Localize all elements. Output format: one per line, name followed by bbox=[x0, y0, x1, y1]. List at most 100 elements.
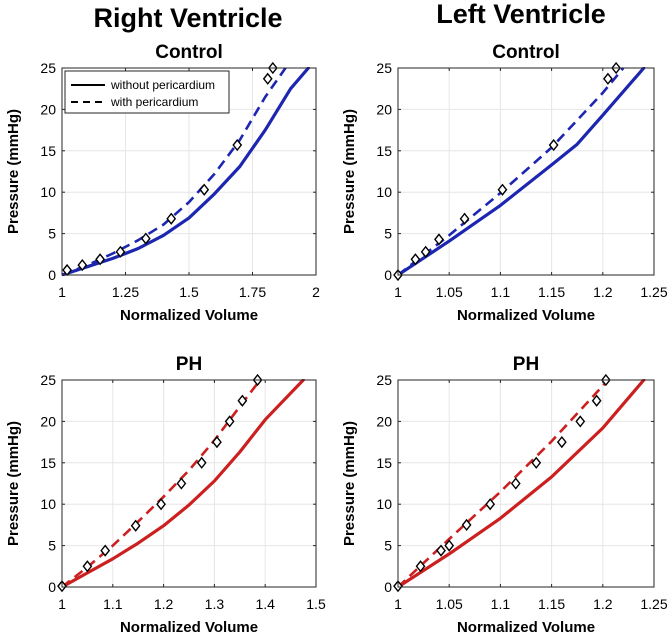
y-tick-label: 15 bbox=[376, 143, 392, 159]
x-tick-label: 1.75 bbox=[239, 284, 266, 300]
y-tick-label: 20 bbox=[376, 101, 392, 117]
chart-control-lv: 1 1.05 1.1 1.15 1.2 1.25 0 5 10 15 20 25 Control Norm… bbox=[341, 42, 668, 324]
panel-title: Control bbox=[492, 42, 560, 63]
y-tick-label: 5 bbox=[48, 538, 56, 554]
data-point-marker bbox=[436, 544, 446, 557]
series-without-pericardium bbox=[398, 67, 646, 276]
axes-frame bbox=[397, 379, 655, 588]
y-tick-label: 10 bbox=[376, 184, 392, 200]
series-group bbox=[398, 379, 646, 588]
x-tick-label: 1 bbox=[58, 284, 66, 300]
data-point-marker bbox=[176, 477, 187, 490]
data-point-marker bbox=[420, 245, 431, 258]
data-point-marker bbox=[262, 72, 273, 85]
data-point-marker bbox=[415, 560, 426, 573]
y-tick-label: 0 bbox=[48, 579, 56, 595]
data-point-marker bbox=[199, 183, 210, 196]
data-point-marker bbox=[591, 394, 602, 407]
data-point-marker bbox=[497, 183, 508, 196]
y-tick-label: 5 bbox=[384, 226, 392, 242]
data-point-marker bbox=[459, 212, 470, 225]
data-point-marker bbox=[196, 456, 207, 469]
y-axis-label: Pressure (mmHg) bbox=[341, 109, 358, 234]
axes-frame bbox=[397, 67, 655, 276]
data-point-marker bbox=[140, 232, 151, 245]
data-point-marker bbox=[575, 415, 586, 428]
y-axis-label: Pressure (mmHg) bbox=[5, 421, 22, 546]
data-point-marker bbox=[531, 456, 542, 469]
chart-ph-lv: 1 1.05 1.1 1.15 1.2 1.25 0 5 10 15 20 25 PH Normalize… bbox=[341, 354, 668, 636]
x-axis-label: Normalized Volume bbox=[120, 307, 258, 324]
series-without-pericardium bbox=[398, 379, 646, 588]
y-tick-label: 15 bbox=[376, 455, 392, 471]
data-point-marker bbox=[461, 518, 472, 532]
panel-title: PH bbox=[176, 354, 202, 375]
data-point-marker bbox=[232, 138, 243, 152]
x-tick-label: 1.2 bbox=[593, 284, 613, 300]
x-tick-label: 1.4 bbox=[255, 596, 275, 612]
x-tick-label: 1.25 bbox=[640, 284, 667, 300]
data-point-marker bbox=[212, 435, 222, 449]
series-with-pericardium bbox=[398, 379, 609, 588]
data-point-marker bbox=[100, 544, 111, 557]
legend-label: without pericardium bbox=[110, 78, 215, 92]
x-tick-label: 1 bbox=[394, 596, 402, 612]
data-point-marker bbox=[444, 539, 455, 552]
legend: without pericardium with pericardium bbox=[64, 70, 230, 114]
data-point-marker bbox=[237, 394, 248, 407]
legend-box bbox=[64, 70, 230, 114]
y-tick-label: 10 bbox=[376, 496, 392, 512]
y-tick-label: 10 bbox=[40, 496, 56, 512]
y-tick-label: 5 bbox=[48, 226, 56, 242]
x-tick-label: 1.2 bbox=[154, 596, 174, 612]
y-tick-label: 0 bbox=[48, 267, 56, 283]
panel-title: Control bbox=[155, 42, 223, 63]
chart-control-rv: 1 1.25 1.5 1.75 20510152025ControlNormalized… bbox=[5, 42, 320, 324]
x-tick-label: 1.5 bbox=[306, 596, 326, 612]
data-point-marker bbox=[115, 245, 126, 258]
data-point-marker bbox=[603, 72, 613, 85]
x-tick-label: 1.25 bbox=[112, 284, 139, 300]
y-tick-label: 20 bbox=[376, 413, 392, 429]
x-tick-label: 1.1 bbox=[103, 596, 123, 612]
data-point-marker bbox=[548, 138, 559, 152]
legend-label: with pericardium bbox=[110, 95, 198, 109]
y-axis-label: Pressure (mmHg) bbox=[341, 421, 358, 546]
x-axis-label: Normalized Volume bbox=[457, 307, 595, 324]
column-title-left-ventricle: Left Ventricle bbox=[436, 0, 606, 29]
y-tick-label: 25 bbox=[376, 60, 392, 76]
y-tick-label: 20 bbox=[40, 101, 56, 117]
x-tick-label: 1.05 bbox=[436, 284, 463, 300]
chart-panels: 1 1.25 1.5 1.75 20510152025ControlNormalized… bbox=[5, 42, 668, 636]
series-without-pericardium bbox=[62, 379, 305, 588]
y-tick-label: 10 bbox=[40, 184, 56, 200]
data-point-marker bbox=[410, 253, 421, 266]
chart-ph-rv: 1 1.1 1.2 1.3 1.4 1.5 0 5 10 15 20 25 PH Normalized V… bbox=[5, 354, 326, 636]
data-point-marker bbox=[166, 212, 177, 225]
data-point-marker bbox=[556, 435, 567, 449]
y-tick-label: 25 bbox=[376, 372, 392, 388]
x-tick-label: 1.1 bbox=[491, 284, 511, 300]
data-point-marker bbox=[77, 258, 88, 272]
data-point-marker bbox=[95, 253, 105, 266]
column-title-right-ventricle: Right Ventricle bbox=[93, 3, 282, 33]
x-tick-label: 1.15 bbox=[538, 596, 565, 612]
y-tick-label: 20 bbox=[40, 413, 56, 429]
data-point-marker bbox=[224, 415, 235, 428]
data-point-marker bbox=[156, 498, 166, 511]
axes-frame bbox=[61, 379, 317, 588]
y-tick-label: 0 bbox=[384, 579, 392, 595]
data-point-marker bbox=[130, 519, 141, 532]
y-tick-label: 5 bbox=[384, 538, 392, 554]
panel-title: PH bbox=[513, 354, 539, 375]
data-point-marker bbox=[434, 233, 444, 246]
x-tick-label: 1 bbox=[58, 596, 66, 612]
x-axis-label: Normalized Volume bbox=[120, 619, 258, 636]
x-tick-label: 1.3 bbox=[205, 596, 225, 612]
x-tick-label: 1.25 bbox=[640, 596, 667, 612]
data-point-marker bbox=[485, 498, 496, 511]
x-tick-label: 2 bbox=[312, 284, 320, 300]
y-tick-label: 15 bbox=[40, 143, 56, 159]
x-tick-label: 1.2 bbox=[593, 596, 613, 612]
